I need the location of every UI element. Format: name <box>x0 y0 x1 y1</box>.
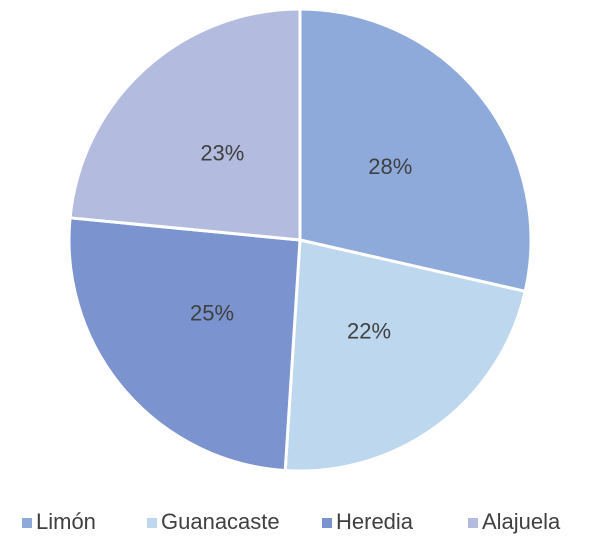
legend-marker <box>322 518 332 528</box>
data-label: 28% <box>368 154 412 179</box>
legend-marker <box>22 518 32 528</box>
legend-label: Heredia <box>336 509 414 534</box>
legend-label: Guanacaste <box>161 509 280 534</box>
pie-slice <box>67 216 302 473</box>
pie-slice <box>298 7 533 294</box>
data-label: 22% <box>347 318 391 343</box>
data-label: 25% <box>190 301 234 326</box>
data-label: 23% <box>200 140 244 165</box>
legend-marker <box>468 518 478 528</box>
legend-label: Limón <box>36 509 96 534</box>
pie-slice <box>68 7 302 242</box>
legend-label: Alajuela <box>482 509 561 534</box>
pie-slice <box>283 238 528 473</box>
legend-marker <box>147 518 157 528</box>
